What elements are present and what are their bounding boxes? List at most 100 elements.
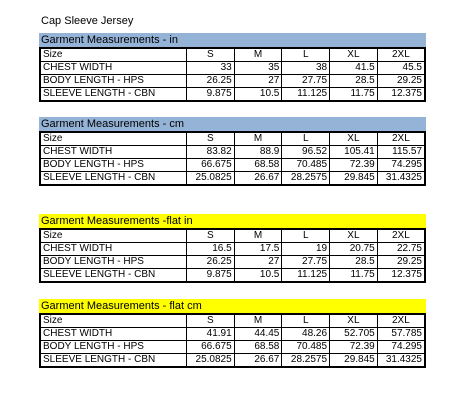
measurement-cell: 26.25 — [186, 255, 235, 269]
measurement-cell: 33 — [186, 61, 235, 75]
measurement-table-block: Garment Measurements - flat cm Size S M L XL 2… — [39, 299, 426, 368]
size-column-header: L — [281, 47, 331, 62]
size-column-header: S — [186, 313, 235, 328]
measurement-cell: 10.5 — [233, 87, 283, 102]
measurement-cell: 27.75 — [281, 74, 331, 88]
measurement-cell: 66.675 — [186, 340, 235, 354]
measurement-cell: 11.75 — [329, 268, 378, 283]
measurement-cell: 52.705 — [329, 327, 378, 341]
measurement-cell: 31.4325 — [376, 171, 426, 186]
measurement-cell: 28.2575 — [281, 171, 331, 186]
measurement-table: Size S M L XL 2XL CHEST WIDTH 41.91 44.45 48.26 52… — [39, 313, 426, 368]
measurement-cell: 83.82 — [186, 145, 235, 159]
measurement-cell: 10.5 — [233, 268, 283, 283]
measurement-cell: 22.75 — [376, 242, 426, 256]
size-column-header: S — [186, 228, 235, 243]
measurement-cell: 31.4325 — [376, 353, 426, 368]
measurement-cell: 20.75 — [329, 242, 378, 256]
measurement-table-block: Garment Measurements - cm Size S M L XL 2XL CHE… — [39, 117, 426, 186]
size-column-header: M — [233, 47, 283, 62]
measurement-cell: 27 — [233, 74, 283, 88]
measurement-cell: 12.375 — [376, 87, 426, 102]
measurement-cell: 96.52 — [281, 145, 331, 159]
measurement-cell: 57.785 — [376, 327, 426, 341]
measurement-cell: 28.5 — [329, 255, 378, 269]
table-row: SLEEVE LENGTH - CBN 9.875 10.5 11.125 11.75 1… — [39, 87, 426, 102]
size-column-header: 2XL — [376, 313, 426, 328]
row-label: CHEST WIDTH — [39, 327, 187, 341]
measurement-cell: 38 — [281, 61, 331, 75]
measurement-cell: 115.57 — [376, 145, 426, 159]
row-label: CHEST WIDTH — [39, 145, 187, 159]
size-column-header: XL — [329, 313, 378, 328]
measurement-cell: 11.125 — [281, 268, 331, 283]
table-row: BODY LENGTH - HPS 26.25 27 27.75 28.5 29.25 — [39, 255, 426, 269]
row-label: CHEST WIDTH — [39, 61, 187, 75]
measurement-cell: 48.26 — [281, 327, 331, 341]
row-label: CHEST WIDTH — [39, 242, 187, 256]
row-label: SLEEVE LENGTH - CBN — [39, 353, 187, 368]
measurement-cell: 26.25 — [186, 74, 235, 88]
measurement-cell: 29.25 — [376, 74, 426, 88]
row-label: BODY LENGTH - HPS — [39, 74, 187, 88]
measurement-cell: 105.41 — [329, 145, 378, 159]
measurement-cell: 27 — [233, 255, 283, 269]
size-column-header: S — [186, 131, 235, 146]
measurement-cell: 19 — [281, 242, 331, 256]
measurement-cell: 74.295 — [376, 340, 426, 354]
measurement-cell: 72.39 — [329, 340, 378, 354]
row-label: BODY LENGTH - HPS — [39, 340, 187, 354]
table-row: BODY LENGTH - HPS 66.675 68.58 70.485 72.39 7… — [39, 340, 426, 354]
size-column-header: 2XL — [376, 228, 426, 243]
page-title: Cap Sleeve Jersey — [41, 15, 134, 27]
measurement-cell: 70.485 — [281, 158, 331, 172]
measurement-cell: 88.9 — [233, 145, 283, 159]
size-column-header: 2XL — [376, 47, 426, 62]
table-header: Garment Measurements - flat cm — [39, 299, 426, 313]
measurement-cell: 45.5 — [376, 61, 426, 75]
measurement-cell: 12.375 — [376, 268, 426, 283]
measurement-cell: 16.5 — [186, 242, 235, 256]
measurement-cell: 70.485 — [281, 340, 331, 354]
size-header-row: Size S M L XL 2XL — [39, 131, 426, 146]
row-label: BODY LENGTH - HPS — [39, 255, 187, 269]
table-header: Garment Measurements -flat in — [39, 214, 426, 228]
table-row: CHEST WIDTH 41.91 44.45 48.26 52.705 57.785 — [39, 327, 426, 341]
table-row: SLEEVE LENGTH - CBN 25.0825 26.67 28.2575 29… — [39, 171, 426, 186]
size-column-header: L — [281, 228, 331, 243]
table-row: CHEST WIDTH 16.5 17.5 19 20.75 22.75 — [39, 242, 426, 256]
measurement-cell: 29.25 — [376, 255, 426, 269]
measurement-cell: 11.125 — [281, 87, 331, 102]
size-label: Size — [39, 313, 187, 328]
size-column-header: M — [233, 313, 283, 328]
measurement-cell: 72.39 — [329, 158, 378, 172]
size-column-header: M — [233, 131, 283, 146]
size-column-header: XL — [329, 47, 378, 62]
measurement-cell: 9.875 — [186, 268, 235, 283]
size-label: Size — [39, 228, 187, 243]
measurement-cell: 9.875 — [186, 87, 235, 102]
measurement-cell: 66.675 — [186, 158, 235, 172]
measurement-cell: 26.67 — [233, 171, 283, 186]
row-label: SLEEVE LENGTH - CBN — [39, 87, 187, 102]
size-label: Size — [39, 47, 187, 62]
size-header-row: Size S M L XL 2XL — [39, 228, 426, 243]
measurement-cell: 27.75 — [281, 255, 331, 269]
table-header: Garment Measurements - in — [39, 33, 426, 47]
measurement-cell: 29.845 — [329, 171, 378, 186]
size-column-header: S — [186, 47, 235, 62]
row-label: SLEEVE LENGTH - CBN — [39, 171, 187, 186]
measurement-cell: 28.5 — [329, 74, 378, 88]
measurement-cell: 11.75 — [329, 87, 378, 102]
measurement-cell: 29.845 — [329, 353, 378, 368]
measurement-table-block: Garment Measurements -flat in Size S M L XL 2X… — [39, 214, 426, 283]
measurement-cell: 26.67 — [233, 353, 283, 368]
size-header-row: Size S M L XL 2XL — [39, 313, 426, 328]
measurement-cell: 74.295 — [376, 158, 426, 172]
size-column-header: XL — [329, 228, 378, 243]
size-header-row: Size S M L XL 2XL — [39, 47, 426, 62]
table-header: Garment Measurements - cm — [39, 117, 426, 131]
table-row: BODY LENGTH - HPS 66.675 68.58 70.485 72.39 7… — [39, 158, 426, 172]
table-row: SLEEVE LENGTH - CBN 9.875 10.5 11.125 11.75 1… — [39, 268, 426, 283]
size-column-header: M — [233, 228, 283, 243]
